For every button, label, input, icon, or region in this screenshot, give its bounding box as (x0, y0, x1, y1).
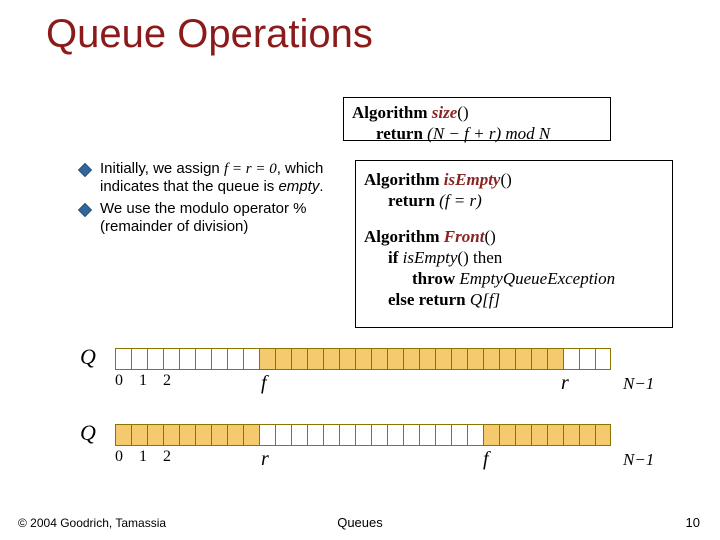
algo-return-expr: (N − f + r) mod N (427, 124, 550, 143)
queue-ticks: 0 1 2 (115, 448, 177, 466)
n-minus-1: N−1 (623, 450, 654, 470)
footer-pagenum: 10 (686, 515, 700, 530)
algo-kw: Algorithm (364, 170, 440, 189)
algo-name: isEmpty() (444, 170, 512, 189)
queue-label: Q (80, 344, 96, 370)
bullet-text: We use the modulo operator % (remainder … (100, 200, 350, 236)
algo-size-box: Algorithm size() return (N − f + r) mod … (343, 97, 611, 141)
queue-diagram-2: Q 0 1 2 r f N−1 (95, 424, 655, 484)
bullet-item: Initially, we assign f = r = 0, which in… (80, 160, 350, 196)
algo-return-expr: (f = r) (439, 191, 482, 210)
footer-title: Queues (0, 515, 720, 530)
algo-name: size() (432, 103, 469, 122)
pointer-r: r (561, 372, 569, 395)
pointer-r: r (261, 448, 269, 471)
queue-diagram-1: Q 0 1 2 f r N−1 (95, 348, 655, 408)
algo-else-kw: else return (388, 290, 466, 309)
queue-cells (115, 424, 611, 446)
page-title: Queue Operations (46, 12, 373, 57)
algo-name: Front() (444, 227, 496, 246)
diamond-icon (78, 163, 92, 177)
bullet-item: We use the modulo operator % (remainder … (80, 200, 350, 236)
algo-return-kw: return (376, 124, 423, 143)
algo-if-kw: if (388, 248, 398, 267)
algo-throw-kw: throw (412, 269, 455, 288)
algo-kw: Algorithm (364, 227, 440, 246)
algo-cond: isEmpty() then (403, 248, 503, 267)
diamond-icon (78, 203, 92, 217)
bullet-list: Initially, we assign f = r = 0, which in… (80, 160, 350, 240)
pointer-f: f (261, 372, 267, 395)
algo-isempty-front-box: Algorithm isEmpty() return (f = r) Algor… (355, 160, 673, 328)
algo-return-kw: return (388, 191, 435, 210)
algo-exc: EmptyQueueException (459, 269, 615, 288)
algo-ret: Q[f] (470, 290, 500, 309)
queue-label: Q (80, 420, 96, 446)
bullet-text: Initially, we assign f = r = 0, which in… (100, 160, 350, 196)
algo-kw: Algorithm (352, 103, 428, 122)
queue-ticks: 0 1 2 (115, 372, 177, 390)
pointer-f: f (483, 448, 489, 471)
n-minus-1: N−1 (623, 374, 654, 394)
queue-cells (115, 348, 611, 370)
